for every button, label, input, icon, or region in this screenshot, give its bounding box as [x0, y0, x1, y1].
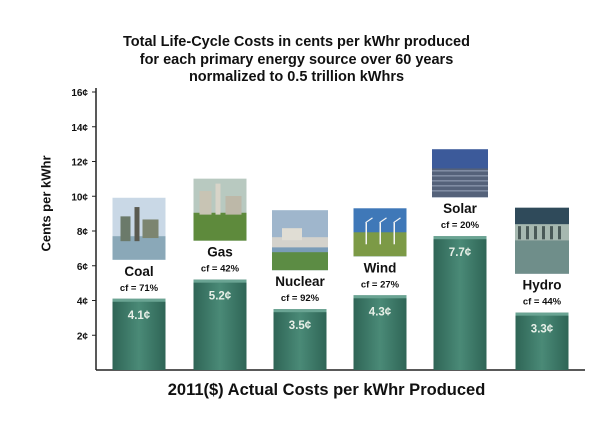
bar	[193, 279, 247, 370]
y-tick-label: 6¢	[77, 262, 89, 273]
hydro-dam-photo	[515, 207, 569, 274]
gas-plant-photo	[193, 178, 247, 241]
chart-title-line-2: for each primary energy source over 60 y…	[139, 52, 454, 68]
capacity-factor-label: cf = 92%	[281, 293, 320, 304]
y-tick-label: 10¢	[71, 192, 88, 203]
bar	[273, 309, 327, 370]
y-tick-label: 4¢	[77, 297, 89, 308]
bar	[433, 236, 487, 370]
bar-value-label: 3.5¢	[289, 320, 312, 332]
solar-farm-photo	[432, 149, 488, 198]
bar-top-highlight	[193, 279, 247, 283]
bar	[515, 312, 569, 370]
capacity-factor-label: cf = 42%	[201, 264, 240, 275]
capacity-factor-label: cf = 44%	[523, 297, 562, 308]
category-label: Solar	[443, 201, 478, 216]
y-tick-label: 16¢	[71, 88, 88, 99]
bar-top-highlight	[353, 295, 407, 299]
category-label: Gas	[207, 245, 233, 260]
y-tick-label: 14¢	[71, 123, 88, 134]
bar-top-highlight	[273, 309, 327, 313]
capacity-factor-label: cf = 20%	[441, 220, 480, 231]
bar-value-label: 3.3¢	[531, 324, 554, 336]
category-label: Wind	[364, 260, 397, 275]
nuclear-plant-photo	[272, 210, 328, 271]
y-tick-label: 12¢	[71, 158, 88, 169]
bar-top-highlight	[433, 236, 487, 240]
bar	[353, 295, 407, 370]
coal-plant-photo	[112, 197, 166, 260]
chart-title-line-3: normalized to 0.5 trillion kWhrs	[188, 69, 405, 85]
y-tick-label: 2¢	[77, 331, 89, 342]
wind-farm-photo	[353, 208, 407, 257]
capacity-factor-label: cf = 27%	[361, 279, 400, 290]
x-axis-title: 2011($) Actual Costs per kWhr Produced	[167, 381, 486, 399]
bar	[112, 298, 166, 370]
bar-value-label: 7.7¢	[449, 247, 472, 259]
bar-value-label: 4.3¢	[369, 306, 392, 318]
bar-top-highlight	[515, 312, 569, 316]
bar-value-label: 4.1¢	[128, 310, 151, 322]
category-label: Hydro	[522, 278, 561, 293]
bar-top-highlight	[112, 298, 166, 302]
y-tick-label: 8¢	[77, 227, 89, 238]
chart-title-line-1: Total Life-Cycle Costs in cents per kWhr…	[123, 34, 470, 50]
bar-value-label: 5.2¢	[209, 291, 232, 303]
category-label: Nuclear	[275, 274, 325, 289]
capacity-factor-label: cf = 71%	[120, 283, 159, 294]
category-label: Coal	[124, 264, 153, 279]
